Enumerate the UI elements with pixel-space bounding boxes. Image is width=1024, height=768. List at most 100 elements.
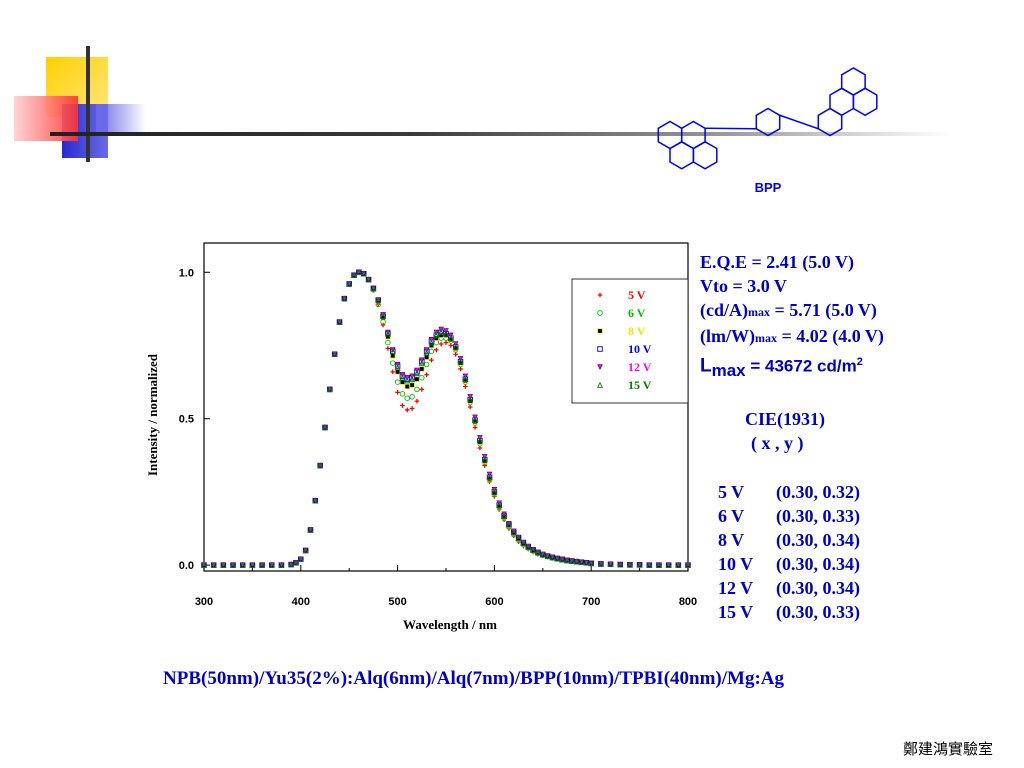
data-point — [472, 416, 479, 423]
data-point — [448, 343, 454, 348]
data-point — [433, 335, 440, 341]
cie-row: 5 V (0.30, 0.32) — [718, 480, 860, 504]
data-point — [578, 558, 585, 565]
data-point — [360, 270, 367, 277]
device-performance-info: E.Q.E = 2.41 (5.0 V) Vto = 3.0 V (cd/A)m… — [700, 250, 1020, 383]
bpp-molecule-structure-icon: BPP — [657, 67, 878, 195]
data-point — [520, 539, 527, 546]
data-point — [665, 561, 672, 568]
data-point — [429, 357, 434, 363]
eqe-text: E.Q.E = 2.41 (5.0 V) — [700, 252, 854, 272]
data-point — [433, 339, 440, 346]
data-point — [486, 473, 493, 481]
x-tick-label: 600 — [485, 596, 503, 608]
x-tick-label: 800 — [679, 596, 697, 608]
data-point — [423, 361, 430, 368]
cie-coordinates: (0.30, 0.34) — [776, 554, 860, 574]
data-point — [458, 366, 463, 372]
data-point — [404, 395, 411, 401]
data-point — [496, 501, 503, 508]
legend-label: 5 V — [628, 288, 646, 302]
legend-marker — [597, 346, 603, 352]
data-point — [399, 391, 406, 397]
data-point — [573, 558, 580, 565]
data-point — [462, 375, 469, 382]
cie-coordinates: (0.30, 0.32) — [776, 482, 860, 502]
series-15v — [200, 268, 692, 568]
data-point — [404, 407, 410, 413]
data-point — [355, 268, 362, 276]
data-point — [380, 322, 386, 328]
data-point — [390, 360, 396, 366]
data-point — [384, 330, 391, 337]
cie-voltage: 8 V — [718, 530, 745, 550]
data-point — [288, 561, 295, 568]
lab-name-footer: 鄭建鴻實驗室 — [903, 742, 994, 758]
legend-box — [571, 278, 689, 404]
data-point — [438, 329, 445, 336]
data-point — [607, 560, 614, 568]
data-point — [259, 561, 266, 568]
data-point — [409, 406, 415, 411]
data-point — [418, 359, 425, 366]
data-point — [414, 386, 420, 393]
cie-row: 12 V (0.30, 0.34) — [718, 576, 860, 600]
data-point — [370, 285, 377, 292]
data-point — [636, 561, 643, 568]
data-point — [278, 561, 285, 568]
data-point — [510, 528, 517, 535]
cie-subtitle: ( x , y ) — [751, 433, 804, 453]
data-point — [302, 547, 309, 554]
data-point — [331, 350, 338, 358]
data-point — [467, 396, 474, 403]
data-point — [617, 561, 624, 568]
data-point — [409, 375, 416, 382]
data-point — [419, 374, 425, 381]
data-point — [534, 549, 541, 556]
data-point — [510, 529, 517, 536]
data-point — [380, 312, 387, 319]
legend-marker — [597, 292, 603, 298]
legend-marker — [596, 381, 604, 388]
el-spectrum-chart: 300 400 500 600 700 800 0.0 0.5 1.0 Wavelength / … — [145, 242, 697, 632]
data-point — [365, 276, 372, 283]
data-point — [655, 561, 662, 568]
data-point — [297, 555, 304, 563]
data-point — [530, 546, 537, 553]
cie-row: 8 V (0.30, 0.34) — [718, 528, 860, 552]
data-point — [434, 347, 439, 353]
legend-label: 8 V — [628, 324, 646, 338]
data-point — [428, 339, 435, 346]
y-axis-label: Intensity / normalized — [145, 353, 160, 476]
cda-suffix: = 5.71 (5.0 V) — [770, 300, 877, 320]
data-point — [390, 369, 396, 375]
data-point — [463, 384, 468, 389]
y-tick-label: 1.0 — [179, 267, 194, 279]
data-point — [423, 354, 430, 360]
device-structure-caption: NPB(50nm)/Yu35(2%):Alq(6nm)/Alq(7nm)/BPP… — [163, 668, 785, 689]
lmw-text: (lm/W)max = 4.02 (4.0 V) — [700, 324, 1020, 350]
lmax-text: Lmax = 43672 cd/m2 — [700, 350, 1020, 383]
lmw-sub: max — [754, 331, 777, 345]
data-point — [413, 370, 420, 377]
lmw-suffix: = 4.02 (4.0 V) — [776, 326, 884, 346]
data-point — [597, 560, 604, 567]
data-point — [419, 387, 425, 392]
data-point — [400, 403, 405, 408]
data-point — [230, 561, 237, 568]
data-point — [210, 561, 217, 568]
data-point — [321, 424, 329, 431]
data-point — [675, 561, 682, 568]
decor-horizontal-rule — [50, 132, 950, 136]
data-point — [399, 374, 406, 381]
data-point — [239, 561, 246, 568]
data-point — [684, 561, 692, 568]
data-point — [506, 520, 512, 527]
data-point — [447, 334, 454, 341]
data-point — [477, 445, 483, 451]
lmax-sub: max — [711, 361, 746, 381]
data-point — [428, 348, 435, 355]
data-point — [341, 295, 348, 302]
legend-marker — [597, 310, 603, 316]
data-point — [549, 554, 556, 561]
